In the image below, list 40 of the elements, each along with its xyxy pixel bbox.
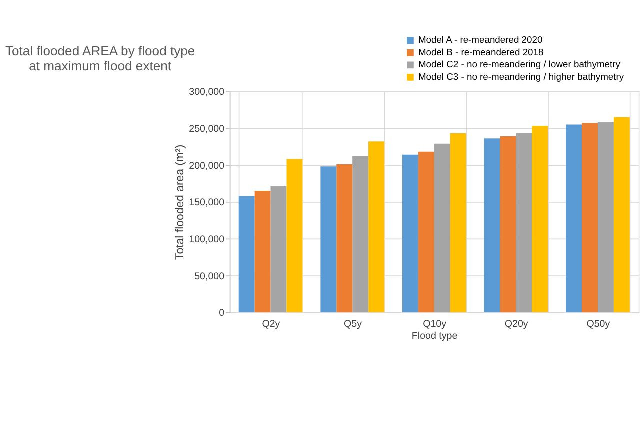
bar — [254, 190, 271, 312]
bar — [566, 124, 582, 312]
y-tick-label: 250,000 — [189, 124, 226, 136]
bar — [532, 126, 548, 312]
bar — [418, 152, 434, 312]
x-tick-label: Q50y — [586, 318, 610, 330]
bar — [484, 138, 500, 312]
bar — [336, 164, 353, 312]
y-tick-label: 300,000 — [189, 87, 226, 98]
bar — [286, 159, 303, 312]
x-tick-label: Q2y — [262, 318, 280, 330]
legend-label: Model C3 - no re-meandering / higher bathymetry — [418, 70, 624, 82]
bar — [500, 136, 516, 312]
bar — [352, 156, 369, 312]
x-axis-title: Flood type — [412, 331, 458, 342]
bar — [516, 134, 532, 312]
bar — [320, 166, 337, 312]
y-tick-label: 150,000 — [189, 198, 226, 209]
bar — [402, 154, 418, 312]
bar — [582, 123, 598, 312]
y-tick-label: 100,000 — [189, 234, 226, 246]
text: Total flooded AREA by flood type — [5, 44, 196, 59]
x-tick-label: Q5y — [344, 318, 362, 330]
x-tick-label: Q20y — [504, 318, 528, 330]
bar — [434, 144, 450, 312]
bar — [614, 117, 630, 312]
legend-label: Model C2 - no re-meandering / lower bathymetry — [418, 58, 621, 70]
bar — [598, 122, 614, 312]
legend-label: Model A - re-meandered 2020 — [418, 34, 543, 46]
y-axis-title: Total flooded area (m²) — [174, 144, 186, 260]
y-tick-label: 50,000 — [194, 271, 226, 282]
y-tick-label: 0 — [219, 308, 226, 320]
text: at maximum flood extent — [29, 58, 172, 74]
y-tick-label: 200,000 — [189, 160, 226, 172]
x-tick-label: Q10y — [423, 318, 447, 330]
legend-label: Model B - re-meandered 2018 — [418, 46, 544, 58]
bar — [270, 186, 287, 312]
bar — [238, 196, 255, 312]
bar — [450, 134, 466, 312]
bar — [368, 142, 384, 312]
